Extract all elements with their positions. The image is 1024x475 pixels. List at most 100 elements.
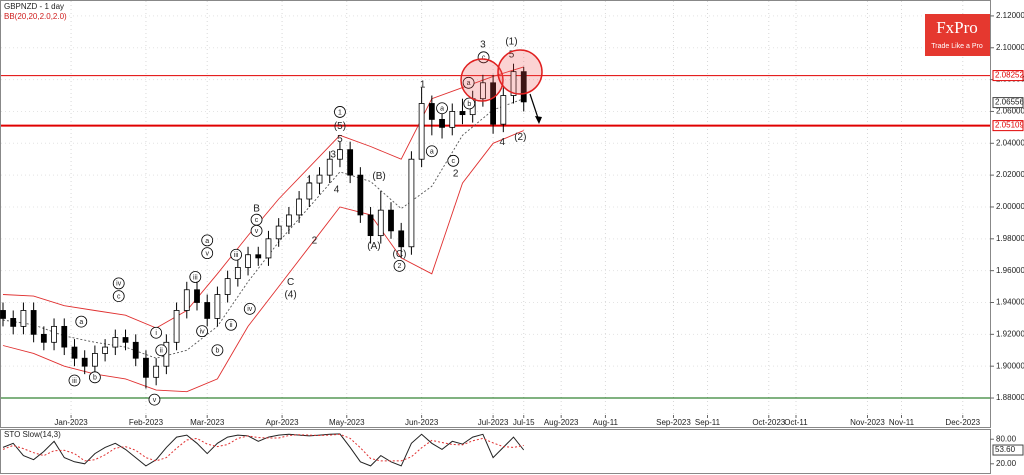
wave-label: 5	[509, 49, 515, 60]
y-tick-label: 20.00	[996, 459, 1017, 468]
candle-body	[122, 337, 129, 343]
level-label: 2.05109	[995, 121, 1024, 130]
last-price-box	[992, 444, 1024, 456]
x-tick-label: Dec-2023	[945, 418, 980, 427]
wave-label: iv	[200, 328, 206, 335]
wave-label-circle	[463, 97, 476, 110]
wave-label: i	[155, 330, 157, 337]
stochastic-title: STO Slow(14,3)	[4, 430, 61, 439]
x-tick-label: Jul-2023	[478, 418, 509, 427]
wave-label: (2)	[514, 132, 526, 143]
candle-body	[490, 82, 496, 125]
candle-body	[20, 310, 27, 327]
candle-body	[173, 310, 180, 343]
wave-label-circle	[201, 234, 214, 247]
y-tick-label: 2.04000	[996, 138, 1024, 147]
wave-label: iv	[247, 306, 253, 313]
x-tick-label: Feb-2023	[129, 418, 164, 427]
candle-body	[520, 71, 527, 103]
x-tick-label: Aug-2023	[544, 418, 579, 427]
candle-body	[61, 325, 68, 348]
wave-label: 2	[398, 263, 402, 270]
candle-body	[0, 310, 6, 319]
highlight-circle	[460, 58, 504, 102]
wave-label: v	[205, 250, 209, 257]
wave-label: b	[93, 375, 97, 382]
wave-label: iii	[193, 274, 198, 281]
wave-label: a	[430, 149, 434, 156]
candle-body	[102, 346, 109, 354]
x-tick-label: Apr-2023	[266, 418, 299, 427]
wave-label: 1	[420, 80, 426, 91]
wave-label: a	[79, 319, 83, 326]
wave-label: a	[440, 106, 444, 113]
y-tick-label: 80.00	[996, 434, 1017, 443]
wave-label-circle	[334, 106, 346, 118]
wave-label-circle	[250, 224, 263, 237]
last-price-label: 2.06556	[995, 98, 1024, 107]
candle-body	[418, 103, 425, 160]
main-panel	[0, 0, 991, 428]
bollinger-band	[2, 130, 524, 393]
candle-body	[81, 357, 88, 367]
candle-body	[112, 337, 119, 348]
candle-body	[388, 209, 394, 232]
logo-tagline: Trade Like a Pro	[931, 43, 983, 50]
wave-label-circle	[155, 344, 168, 357]
x-tick-label: Jun-2023	[405, 418, 439, 427]
y-tick-label: 1.94000	[996, 298, 1024, 307]
candle-body	[245, 254, 251, 268]
wave-label-circle	[225, 318, 237, 331]
wave-label: (4)	[284, 290, 296, 301]
last-price-label: 53.60	[995, 445, 1016, 454]
candle-body	[143, 357, 149, 378]
wave-label-circle	[211, 344, 224, 357]
x-tick-label: Mar-2023	[190, 418, 225, 427]
wave-label: B	[253, 204, 260, 215]
wave-label: c	[452, 158, 456, 165]
wave-label: 2	[312, 236, 318, 247]
candle-body	[30, 310, 37, 335]
candle-body	[296, 198, 303, 216]
indicator-label: BB(20,20,2.0,2.0)	[4, 12, 67, 21]
stochastic-panel	[0, 429, 991, 474]
candle-body	[265, 238, 272, 259]
chart-title: GBPNZD - 1 day	[4, 2, 64, 11]
candle-body	[347, 149, 354, 176]
bollinger-band	[2, 66, 524, 329]
forecast-arrow-head	[535, 116, 542, 124]
wave-label: a	[467, 80, 471, 87]
x-tick-label: Oct-11	[784, 418, 808, 427]
wave-label: v	[255, 228, 259, 235]
wave-label-circle	[112, 290, 125, 303]
candle-body	[204, 302, 211, 319]
wave-label-circle	[462, 76, 475, 89]
wave-label: iv	[116, 281, 122, 288]
level-label-box	[992, 70, 1024, 82]
x-tick-label: Jan-2023	[54, 418, 88, 427]
candle-body	[459, 111, 466, 116]
wave-label: (A)	[367, 241, 380, 252]
candle-body	[132, 341, 139, 359]
wave-label-circle	[148, 393, 161, 406]
x-tick-label: Nov-11	[889, 418, 915, 427]
wave-label: 3	[480, 40, 486, 51]
candle-body	[428, 103, 435, 120]
candle-body	[316, 174, 323, 184]
candle-body	[214, 294, 221, 319]
wave-label-circle	[201, 247, 214, 260]
wave-label: ii	[160, 348, 164, 355]
logo-title: FxPro	[936, 18, 978, 37]
bollinger-band	[2, 98, 524, 359]
wave-label-circle	[112, 277, 125, 290]
wave-label: a	[205, 238, 209, 245]
wave-label: 1	[338, 109, 342, 116]
wave-label: b	[215, 348, 219, 355]
logo-box	[925, 14, 990, 56]
wave-label: C	[287, 277, 294, 288]
wave-label-circle	[447, 154, 460, 167]
candle-body	[510, 71, 517, 96]
y-tick-label: 2.02000	[996, 170, 1024, 179]
